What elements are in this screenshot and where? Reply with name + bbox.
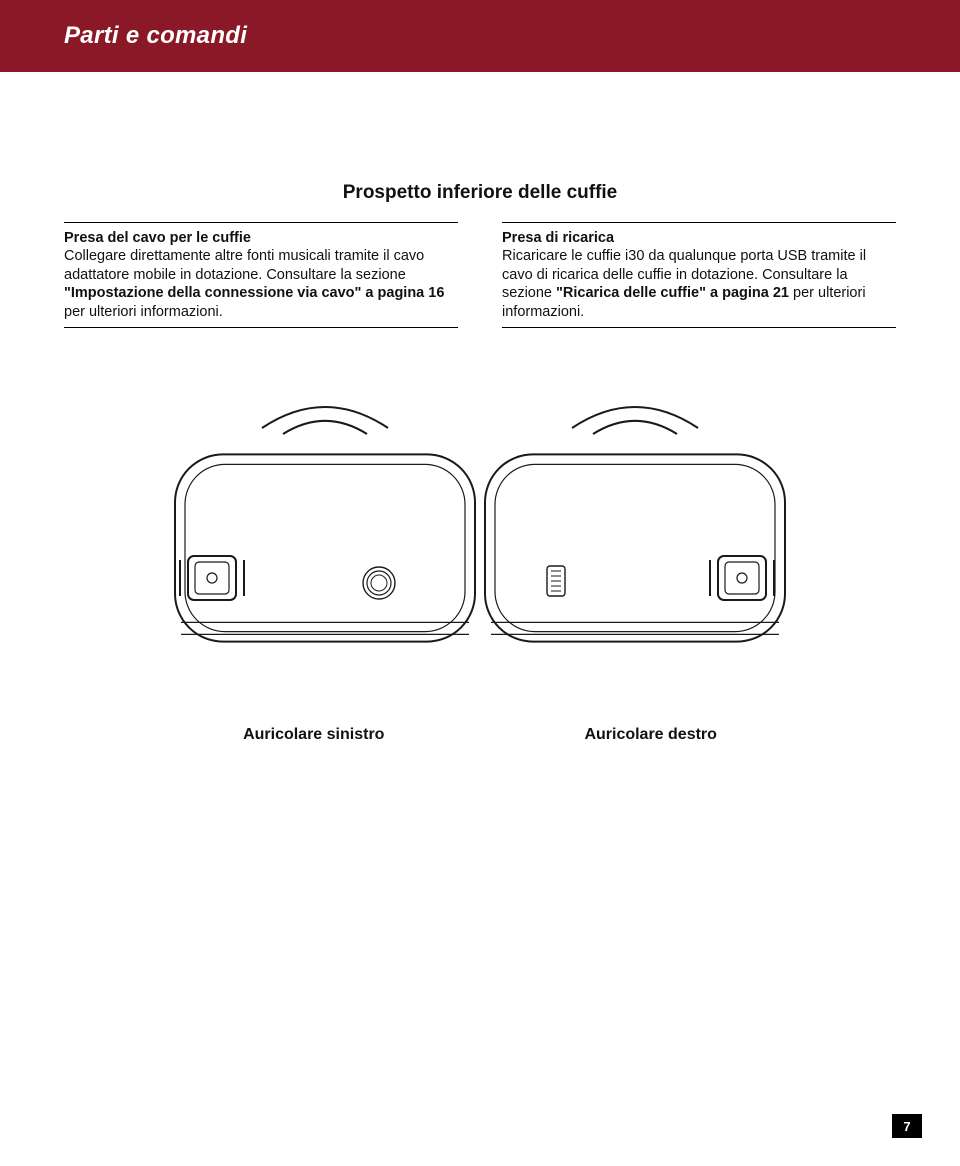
left-column: Presa del cavo per le cuffie Collegare d… [64, 222, 458, 328]
page-number: 7 [892, 1114, 922, 1138]
caption-left: Auricolare sinistro [243, 726, 384, 744]
header-bar: Parti e comandi [0, 0, 960, 72]
rule-top [64, 222, 458, 223]
left-col-body: Collegare direttamente altre fonti music… [64, 247, 458, 321]
rule-top [502, 222, 896, 223]
content-area: Prospetto inferiore delle cuffie Presa d… [0, 182, 960, 744]
left-body-pre: Collegare direttamente altre fonti music… [64, 248, 424, 283]
diagram-wrap [64, 398, 896, 698]
right-column: Presa di ricarica Ricaricare le cuffie i… [502, 222, 896, 328]
right-body-bold: "Ricarica delle cuffie" a pagina 21 [556, 285, 789, 301]
section-title: Prospetto inferiore delle cuffie [64, 182, 896, 204]
rule-bottom [502, 327, 896, 328]
two-columns: Presa del cavo per le cuffie Collegare d… [64, 222, 896, 328]
diagram-captions: Auricolare sinistro Auricolare destro [64, 726, 896, 744]
manual-page: Parti e comandi Prospetto inferiore dell… [0, 0, 960, 1166]
left-col-title: Presa del cavo per le cuffie [64, 229, 458, 247]
header-title: Parti e comandi [64, 22, 247, 50]
rule-bottom [64, 327, 458, 328]
left-body-bold: "Impostazione della connessione via cavo… [64, 285, 444, 301]
left-body-post: per ulteriori informazioni. [64, 304, 223, 320]
caption-right: Auricolare destro [584, 726, 716, 744]
headphone-bottom-diagram [115, 398, 845, 698]
right-col-body: Ricaricare le cuffie i30 da qualunque po… [502, 247, 896, 321]
right-col-title: Presa di ricarica [502, 229, 896, 247]
